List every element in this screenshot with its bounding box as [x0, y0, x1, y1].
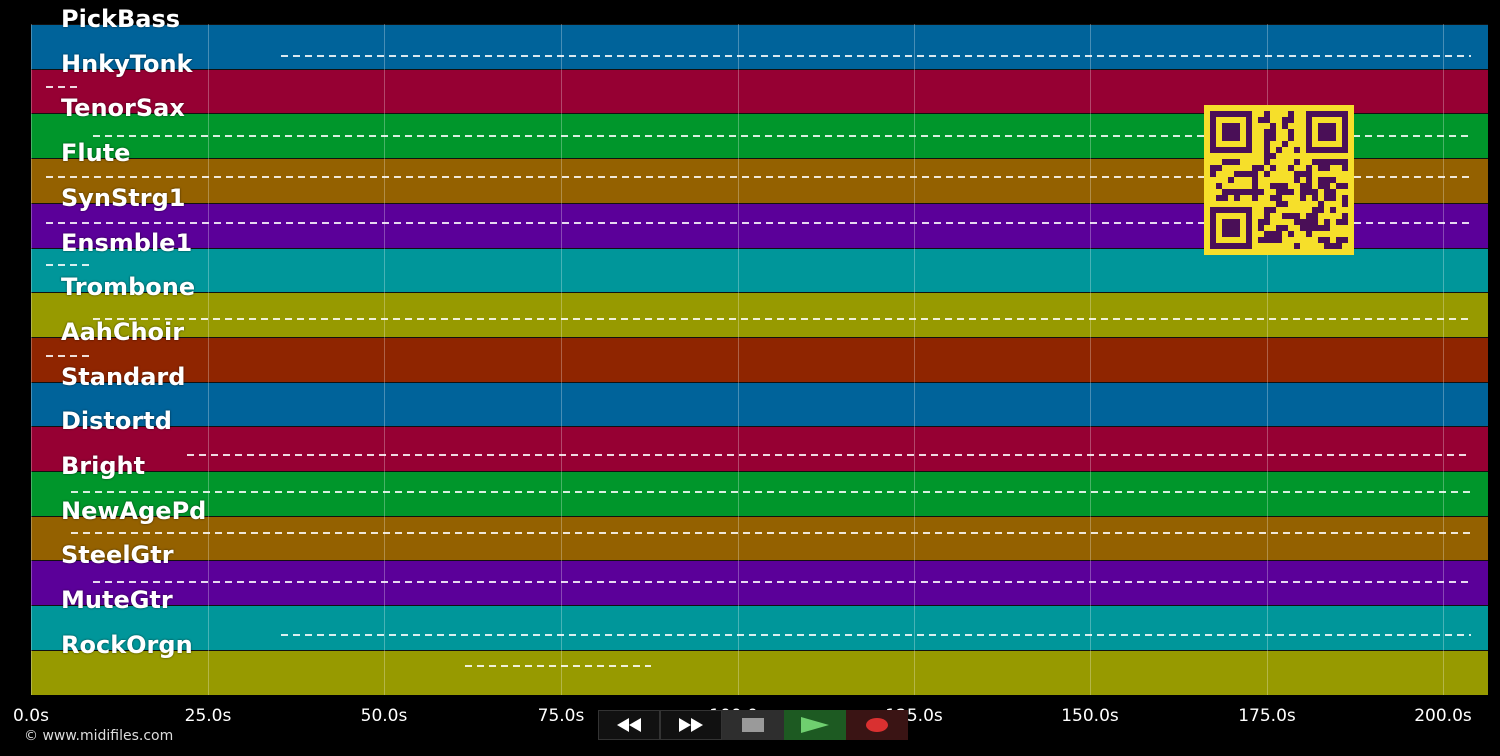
note-track-line: [93, 581, 1471, 583]
grid-line: [208, 24, 209, 695]
track-row: [31, 24, 1488, 69]
transport-controls: [598, 710, 908, 740]
grid-line: [1267, 24, 1268, 695]
grid-line: [1443, 24, 1444, 695]
record-button[interactable]: [846, 710, 908, 740]
track-label: AahChoir: [61, 317, 185, 346]
track-row: [31, 336, 1488, 382]
track-label: SteelGtr: [61, 541, 174, 570]
track-label: PickBass: [61, 5, 181, 33]
copyright-text: © www.midifiles.com: [24, 728, 174, 744]
play-button[interactable]: [784, 710, 846, 740]
rewind-button[interactable]: [598, 710, 660, 740]
track-row: [31, 649, 1488, 695]
track-label: TenorSax: [61, 94, 185, 123]
record-icon: [866, 718, 888, 732]
track-label: Distortd: [61, 407, 172, 436]
time-tick-label: 0.0s: [13, 706, 49, 726]
time-tick-label: 200.0s: [1414, 706, 1472, 726]
note-track-line: [465, 665, 651, 667]
grid-line: [738, 24, 739, 695]
grid-line: [561, 24, 562, 695]
note-track-line: [93, 135, 1471, 137]
note-track-line: [46, 222, 1471, 224]
time-tick-label: 25.0s: [184, 706, 232, 726]
qr-code: [1204, 105, 1354, 255]
track-row: [31, 471, 1488, 516]
track-row: [31, 605, 1488, 651]
note-track-line: [187, 454, 1471, 456]
track-label: MuteGtr: [61, 586, 173, 615]
track-label: SynStrg1: [61, 183, 186, 212]
stop-icon: [742, 718, 764, 732]
track-label: HnkyTonk: [61, 49, 193, 78]
track-row: [31, 426, 1488, 472]
track-label: Ensmble1: [61, 228, 193, 257]
note-track-line: [71, 491, 1471, 493]
note-track-line: [281, 634, 1471, 636]
track-row: [31, 381, 1488, 427]
track-row: [31, 247, 1488, 293]
play-icon: [801, 717, 829, 733]
time-tick-label: 150.0s: [1061, 706, 1119, 726]
track-label: Trombone: [61, 273, 196, 302]
track-label: RockOrgn: [61, 630, 193, 659]
track-label: Standard: [61, 362, 186, 391]
note-track-line: [71, 532, 1471, 534]
stop-button[interactable]: [722, 710, 784, 740]
track-label: Bright: [61, 452, 146, 480]
fast-forward-button[interactable]: [660, 710, 722, 740]
track-label: NewAgePd: [61, 496, 207, 525]
note-track-line: [281, 55, 1471, 57]
track-row: [31, 292, 1488, 338]
track-label: Flute: [61, 139, 131, 168]
note-track-line: [46, 355, 93, 357]
time-tick-label: 75.0s: [537, 706, 585, 726]
grid-line: [384, 24, 385, 695]
time-tick-label: 50.0s: [360, 706, 408, 726]
grid-line: [914, 24, 915, 695]
time-tick-label: 175.0s: [1238, 706, 1296, 726]
note-track-line: [46, 176, 1471, 178]
grid-line: [1090, 24, 1091, 695]
note-track-line: [46, 86, 81, 88]
rewind-icon: [617, 718, 641, 732]
fast-forward-icon: [679, 718, 703, 732]
note-track-line: [46, 264, 93, 266]
note-track-line: [93, 318, 1471, 320]
grid-line: [31, 24, 32, 695]
track-row: [31, 515, 1488, 561]
